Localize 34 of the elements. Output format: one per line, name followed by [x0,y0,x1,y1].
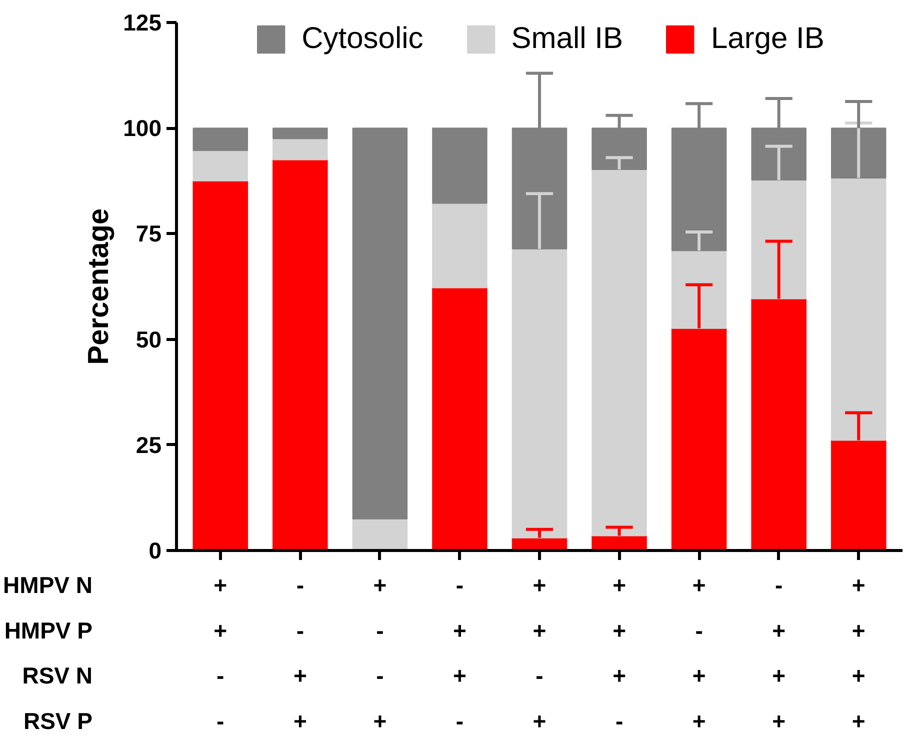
y-tick-label: 25 [136,432,162,458]
text: RSV P [23,708,93,734]
text: HMPV P [4,617,93,644]
bar [192,150,248,182]
y-tick-label: 75 [136,220,162,247]
bar [432,202,488,288]
legend-label: Small IB [511,22,623,56]
bar [352,128,408,520]
x-tick-label: + - + + [692,572,706,734]
bar [352,518,408,550]
bar [272,138,328,160]
x-tick-label: - - + + [293,572,307,734]
bar [272,128,328,140]
y-tick-label: 125 [123,10,162,36]
y-tick-label: 100 [123,115,162,142]
x-tick-label: + - - + [373,572,387,734]
legend-label: Cytosolic [302,22,424,56]
x-tick-label: + + - + [532,572,546,734]
x-tick-label: - + + - [453,572,466,734]
y-tick-label: 50 [136,326,162,352]
bar [192,128,248,151]
x-tick-label: + + - - [214,572,228,734]
x-tick-label: + + + - [612,572,626,734]
bar [432,287,488,550]
text: RSV N [22,662,93,689]
bar [192,180,248,550]
x-tick-label: + + + + [852,572,866,734]
bar [272,159,328,550]
y-tick-label: 0 [148,538,162,564]
legend-label: Large IB [710,22,824,56]
y-axis-title: Percentage [83,208,116,365]
bar [432,128,488,204]
x-tick-label: - + + + [772,572,786,734]
text: HMPV N [3,572,92,598]
